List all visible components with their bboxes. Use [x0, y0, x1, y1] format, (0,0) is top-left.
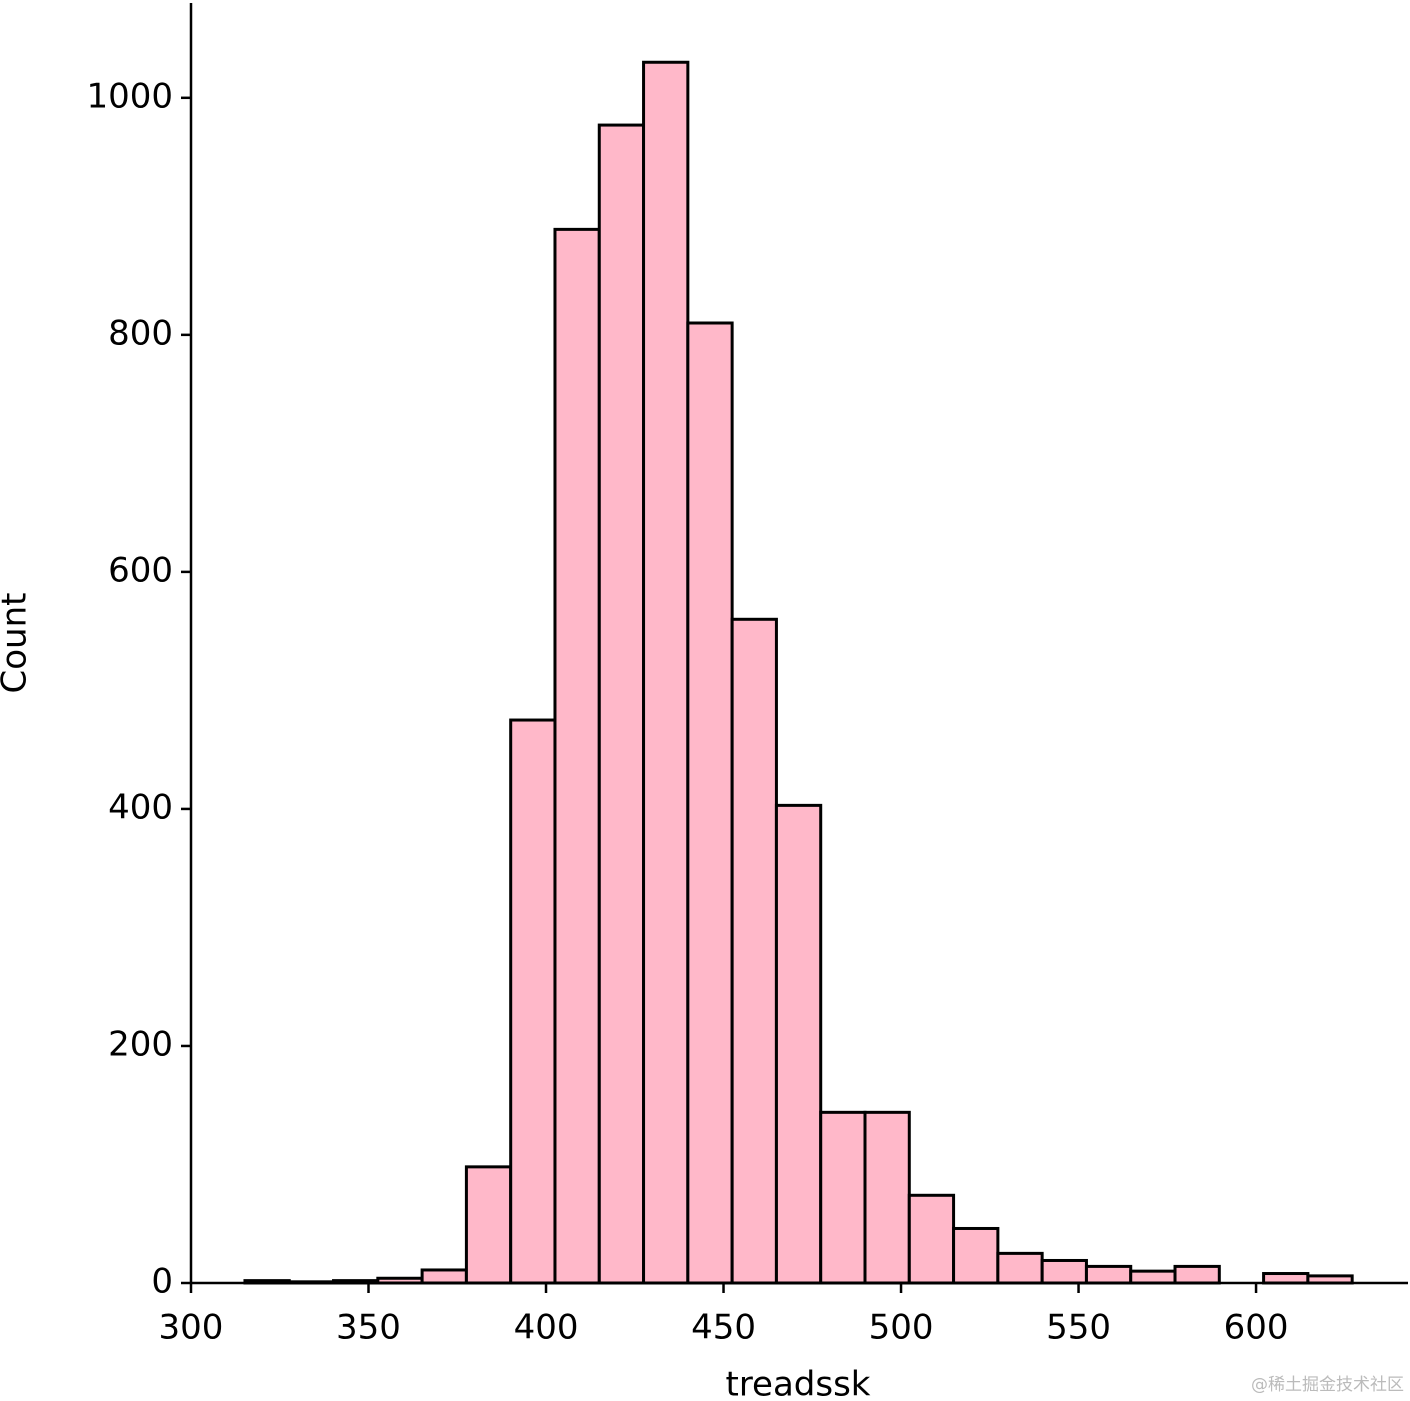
x-tick-label: 550: [1046, 1308, 1111, 1348]
bar: [1084, 1264, 1133, 1285]
y-axis-label: Count: [0, 593, 35, 694]
x-tick-label: 500: [869, 1308, 934, 1348]
bar: [509, 718, 557, 1285]
y-tick-label: 800: [108, 313, 173, 353]
y-tick-label: 1000: [86, 76, 173, 116]
bar: [730, 617, 778, 1285]
bar: [819, 1110, 867, 1285]
x-tick-label: 300: [159, 1308, 224, 1348]
y-tick-label: 400: [108, 787, 173, 827]
bar: [1262, 1272, 1310, 1285]
bar: [863, 1110, 911, 1285]
x-tick-label: 400: [514, 1308, 579, 1348]
bar: [464, 1165, 513, 1285]
watermark: @稀土掘金技术社区: [1251, 1375, 1404, 1395]
bar: [642, 60, 690, 1285]
x-tick-label: 350: [336, 1308, 401, 1348]
y-tick-label: 200: [108, 1024, 173, 1064]
bar: [420, 1268, 468, 1285]
bar: [952, 1226, 1000, 1285]
y-tick-label: 0: [151, 1262, 173, 1302]
y-tick-label: 600: [108, 550, 173, 590]
bar: [597, 123, 646, 1285]
x-tick-label: 450: [691, 1308, 756, 1348]
bar: [996, 1251, 1044, 1285]
bar: [553, 227, 601, 1285]
bar: [686, 321, 734, 1285]
bar: [907, 1193, 956, 1285]
bar: [1129, 1269, 1177, 1285]
bar: [1040, 1258, 1088, 1285]
x-axis-label: treadssk: [725, 1365, 870, 1401]
x-tick-label: 600: [1224, 1308, 1289, 1348]
bar: [774, 803, 823, 1285]
bar: [1173, 1264, 1221, 1285]
